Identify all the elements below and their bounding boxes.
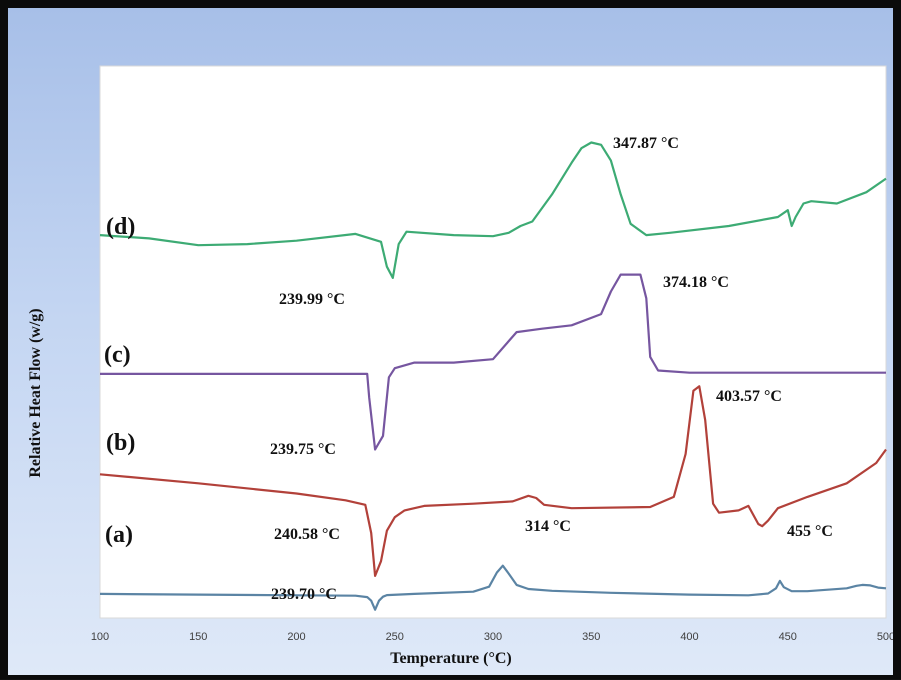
y-axis-title: Relative Heat Flow (w/g)	[27, 308, 44, 477]
curve-label-a: (a)	[105, 522, 133, 548]
annotation-d-min: 239.99 °C	[279, 291, 345, 308]
annotation-d-max: 347.87 °C	[613, 135, 679, 152]
x-tick-label: 200	[287, 631, 305, 643]
annotation-a-455: 455 °C	[787, 523, 833, 540]
x-tick-label: 500	[877, 631, 893, 643]
series-line-c	[100, 273, 886, 451]
series-line-d	[99, 141, 887, 279]
curve-label-c: (c)	[104, 342, 131, 368]
x-tick-label: 250	[386, 631, 404, 643]
annotation-c-min: 239.75 °C	[270, 441, 336, 458]
curve-label-b: (b)	[106, 430, 135, 456]
annotation-a-314: 314 °C	[525, 518, 571, 535]
dsc-chart: 100 150 200 250 300 350 400 450 500 (d) (c) (b) …	[27, 65, 895, 667]
curve-labels: (d) (c) (b) (a)	[104, 214, 135, 548]
x-tick-label: 100	[91, 631, 109, 643]
series-lines	[99, 141, 887, 611]
annotation-b-max: 403.57 °C	[716, 388, 782, 405]
x-tick-label: 350	[582, 631, 600, 643]
annotation-b-min: 240.58 °C	[274, 526, 340, 543]
annotation-c-max: 374.18 °C	[663, 274, 729, 291]
series-line-a	[99, 564, 887, 611]
x-tick-label: 300	[484, 631, 502, 643]
plot-area	[99, 65, 887, 619]
x-tick-label: 400	[680, 631, 698, 643]
annotation-a-min: 239.70 °C	[271, 586, 337, 603]
x-tick-label: 450	[779, 631, 797, 643]
peak-annotations: 239.99 °C 347.87 °C 239.75 °C 374.18 °C …	[270, 135, 833, 603]
x-tick-label: 150	[189, 631, 207, 643]
x-tick-labels: 100 150 200 250 300 350 400 450 500	[91, 631, 895, 643]
x-axis-title: Temperature (°C)	[390, 650, 511, 667]
series-line-b	[99, 385, 887, 578]
curve-label-d: (d)	[106, 214, 135, 240]
